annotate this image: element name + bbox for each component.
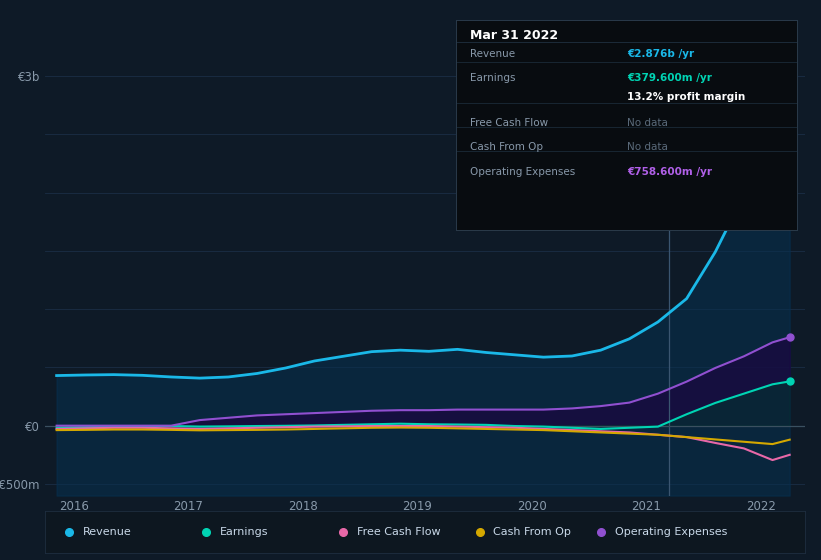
Text: Earnings: Earnings <box>470 73 516 83</box>
Text: Cash From Op: Cash From Op <box>470 142 544 152</box>
Text: 13.2% profit margin: 13.2% profit margin <box>627 92 745 102</box>
Text: Operating Expenses: Operating Expenses <box>615 528 727 537</box>
Text: Operating Expenses: Operating Expenses <box>470 167 576 176</box>
Text: Revenue: Revenue <box>83 528 132 537</box>
Text: €379.600m /yr: €379.600m /yr <box>627 73 712 83</box>
Text: No data: No data <box>627 118 667 128</box>
Text: €758.600m /yr: €758.600m /yr <box>627 167 712 176</box>
Text: Mar 31 2022: Mar 31 2022 <box>470 29 558 42</box>
Text: No data: No data <box>627 142 667 152</box>
Text: Free Cash Flow: Free Cash Flow <box>470 118 548 128</box>
Text: Free Cash Flow: Free Cash Flow <box>356 528 440 537</box>
Text: Cash From Op: Cash From Op <box>493 528 571 537</box>
Text: €2.876b /yr: €2.876b /yr <box>627 49 694 59</box>
Text: Earnings: Earnings <box>220 528 268 537</box>
Text: Revenue: Revenue <box>470 49 516 59</box>
